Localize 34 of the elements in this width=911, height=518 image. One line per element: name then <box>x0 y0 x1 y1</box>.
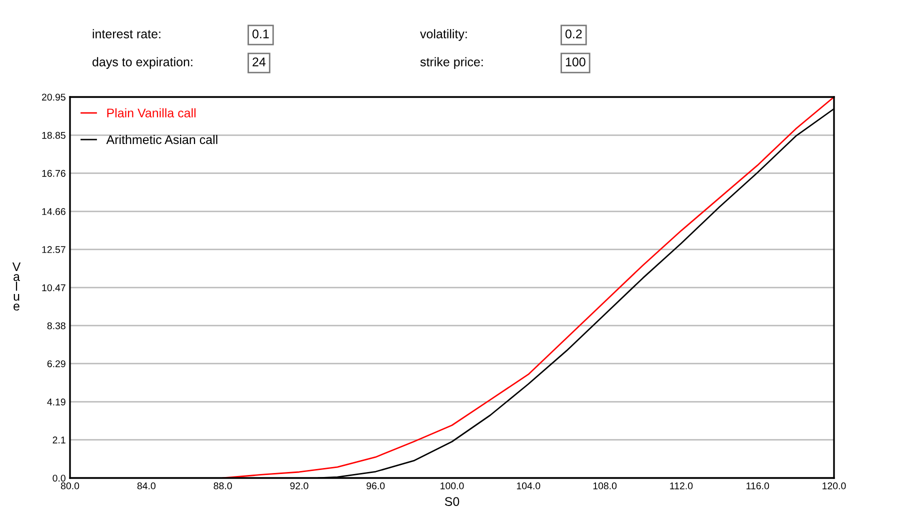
x-tick-label: 96.0 <box>366 482 385 490</box>
text: volatility: <box>420 29 467 41</box>
x-tick-label: 100.0 <box>440 482 464 490</box>
y-tick-label: 8.38 <box>47 322 66 330</box>
x-tick-label: 84.0 <box>137 482 156 490</box>
y-tick-label: 0.0 <box>52 474 66 482</box>
legend-label: Plain Vanilla call <box>107 108 196 118</box>
y-tick-label: 2.1 <box>52 436 66 444</box>
text: 0.1 <box>252 30 269 38</box>
x-tick-label: 120.0 <box>822 482 846 490</box>
text: strike price: <box>420 57 483 69</box>
y-tick-label: 20.95 <box>42 94 66 101</box>
x-tick-label: 92.0 <box>290 482 308 490</box>
y-tick-label: 6.29 <box>47 360 66 368</box>
text: 100 <box>566 58 586 66</box>
y-tick-label: 14.66 <box>42 208 66 216</box>
y-axis-title: Value <box>12 262 21 311</box>
x-tick-label: 108.0 <box>593 482 617 490</box>
x-tick-label: 112.0 <box>670 482 693 490</box>
y-tick-label: 12.57 <box>42 246 66 254</box>
text: 24 <box>252 58 266 66</box>
y-tick-label: 16.76 <box>42 170 66 177</box>
x-tick-label: 116.0 <box>746 482 770 490</box>
text: 0.2 <box>565 30 582 38</box>
text: days to expiration: <box>92 57 192 69</box>
text: interest rate: <box>92 29 160 38</box>
x-tick-label: 104.0 <box>516 482 540 490</box>
legend-label: Arithmetic Asian call <box>106 134 218 144</box>
x-tick-label: 80.0 <box>60 482 80 490</box>
y-tick-label: 10.47 <box>42 284 66 292</box>
y-tick-label: 18.85 <box>42 132 66 139</box>
x-tick-label: 88.0 <box>214 482 232 490</box>
x-axis-title: S0 <box>444 497 460 506</box>
y-tick-label: 4.19 <box>47 398 66 406</box>
